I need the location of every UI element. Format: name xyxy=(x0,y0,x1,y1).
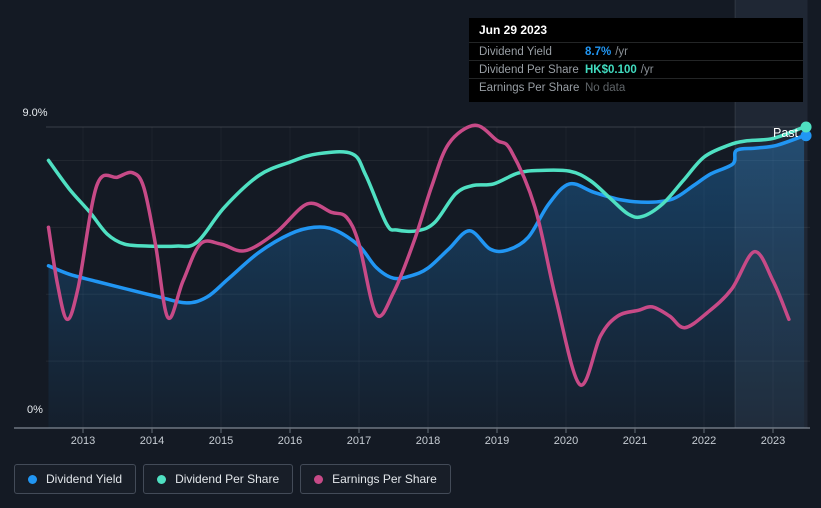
tooltip-label: Earnings Per Share xyxy=(479,81,580,94)
tooltip-value-suffix: /yr xyxy=(615,45,628,58)
tooltip-value: No data xyxy=(585,81,626,94)
year-label: 2022 xyxy=(692,435,716,447)
tooltip-value-suffix: /yr xyxy=(640,63,654,76)
legend-item-dividend-yield[interactable]: Dividend Yield xyxy=(14,464,137,494)
year-label: 2021 xyxy=(623,435,647,447)
tooltip-label: Dividend Yield xyxy=(479,45,552,58)
earnings-per-share-line xyxy=(46,123,791,387)
y-axis-label-min: 0% xyxy=(27,404,43,416)
dividend-yield-area xyxy=(48,135,805,428)
year-label: 2023 xyxy=(761,435,785,447)
tooltip-row-earnings-per-share: Earnings Per Share No data xyxy=(469,78,803,96)
year-label: 2018 xyxy=(416,435,440,447)
y-axis-label-max: 9.0% xyxy=(22,107,48,119)
legend-dot-icon xyxy=(314,474,324,484)
year-label: 2020 xyxy=(554,435,578,447)
year-label: 2014 xyxy=(140,435,164,447)
dividend-per-share-line xyxy=(46,125,806,249)
legend-item-dividend-per-share[interactable]: Dividend Per Share xyxy=(143,464,294,494)
series-end-marker[interactable] xyxy=(800,121,812,133)
year-label: 2015 xyxy=(209,435,233,447)
past-region-label: Past xyxy=(773,126,799,140)
legend-item-earnings-per-share[interactable]: Earnings Per Share xyxy=(300,464,451,494)
year-label: 2017 xyxy=(347,435,371,447)
tooltip-date: Jun 29 2023 xyxy=(479,23,548,37)
tooltip-row-dividend-yield: Dividend Yield 8.7% /yr xyxy=(469,42,803,60)
year-label: 2016 xyxy=(278,435,302,447)
legend-label: Dividend Per Share xyxy=(175,472,280,486)
tooltip-label: Dividend Per Share xyxy=(479,63,579,76)
dividend-yield-line xyxy=(46,133,806,305)
tooltip-row-dividend-per-share: Dividend Per Share HK$0.100 /yr xyxy=(469,60,803,78)
legend-dot-icon xyxy=(28,474,37,484)
chart-tooltip: Jun 29 2023 Dividend Yield 8.7% /yr Divi… xyxy=(469,18,803,102)
series-end-marker[interactable] xyxy=(800,130,812,142)
year-label: 2013 xyxy=(71,435,95,447)
legend-label: Earnings Per Share xyxy=(332,472,437,486)
legend-label: Dividend Yield xyxy=(46,472,123,486)
chart-legend: Dividend Yield Dividend Per Share Earnin… xyxy=(14,464,451,494)
year-label: 2019 xyxy=(485,435,509,447)
legend-dot-icon xyxy=(157,474,167,484)
tooltip-value: HK$0.100 xyxy=(585,63,637,76)
tooltip-value: 8.7% xyxy=(585,45,612,58)
